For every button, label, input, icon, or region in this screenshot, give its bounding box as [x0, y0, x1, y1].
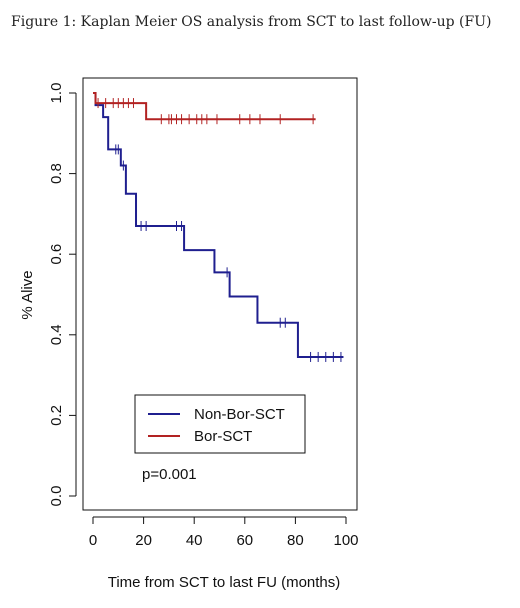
series-non-bor-sct [93, 92, 344, 362]
series-bor-sct [93, 92, 316, 125]
x-tick-label: 0 [89, 532, 97, 549]
x-tick-label: 100 [333, 532, 358, 549]
plot-frame [82, 77, 358, 511]
y-axis-label: % Alive [19, 270, 36, 319]
survival-curve [93, 92, 344, 358]
figure-title: Figure 1: Kaplan Meier OS analysis from … [11, 14, 492, 30]
y-tick-label: 0.0 [48, 486, 65, 507]
legend-label: Bor-SCT [194, 428, 252, 445]
y-tick-label: 0.2 [48, 405, 65, 426]
y-tick-label: 0.4 [48, 324, 65, 345]
axes: 0 20 40 60 80 100 0.0 0.2 0.4 0.6 0.8 1.0 [48, 83, 359, 549]
x-tick-label: 80 [287, 532, 304, 549]
legend-label: Non-Bor-SCT [194, 406, 285, 423]
x-axis-label: Time from SCT to last FU (months) [108, 574, 341, 591]
legend-box [134, 394, 306, 454]
legend: Non-Bor-SCT Bor-SCT [134, 394, 306, 454]
x-tick-label: 60 [236, 532, 253, 549]
x-tick-label: 40 [186, 532, 203, 549]
series-layer [93, 92, 344, 362]
p-value-annotation: p=0.001 [142, 466, 197, 483]
y-tick-label: 0.8 [48, 163, 65, 184]
y-tick-label: 1.0 [48, 83, 65, 104]
survival-curve [93, 92, 316, 121]
y-tick-label: 0.6 [48, 244, 65, 265]
x-tick-label: 20 [135, 532, 152, 549]
